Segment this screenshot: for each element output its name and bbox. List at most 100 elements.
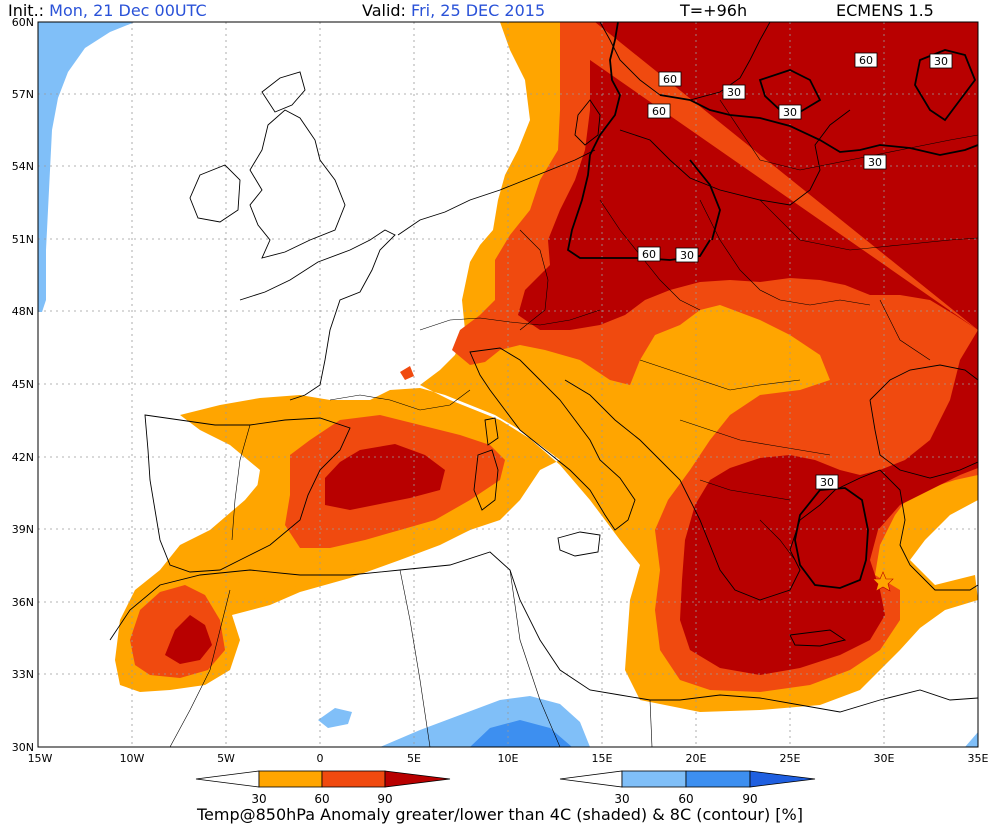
- contour-label: 60: [854, 52, 878, 68]
- valid-label: Valid:: [362, 1, 406, 20]
- warm-area-90-morocco: [165, 615, 212, 664]
- contour-label: 60: [658, 71, 682, 87]
- cold-area-atlantic: [38, 22, 135, 312]
- legend-warm-tick: 90: [377, 792, 392, 806]
- contour-line-3: [758, 69, 822, 113]
- contour-line-5: [794, 487, 869, 589]
- legend-warm-30: [258, 770, 323, 788]
- lat-label: 60N: [12, 16, 34, 29]
- svg-text:60: 60: [663, 73, 677, 86]
- legend-cold-low: [559, 770, 623, 788]
- svg-text:30: 30: [820, 476, 834, 489]
- legend-cold-30: [621, 770, 687, 788]
- svg-text:30: 30: [783, 106, 797, 119]
- coast-crete: [789, 629, 847, 647]
- legend-warm-tick: 30: [251, 792, 266, 806]
- contour-label: 60: [637, 246, 661, 262]
- coast-denmark: [574, 99, 601, 146]
- contour-label: 30: [929, 53, 953, 69]
- legend-cold-tick: 90: [742, 792, 757, 806]
- lat-label: 30N: [12, 741, 34, 754]
- coast-britain: [249, 109, 346, 259]
- legend-warm-90: [384, 770, 451, 788]
- lat-axis: 60N 57N 54N 51N 48N 45N 42N 39N 36N 33N …: [12, 16, 34, 754]
- coast-black-sea: [869, 364, 978, 479]
- contour-line-6: [689, 159, 721, 241]
- contour-label: 30: [863, 154, 887, 170]
- lat-label: 48N: [12, 305, 34, 318]
- map-caption: Temp@850hPa Anomaly greater/lower than 4…: [196, 805, 803, 824]
- coast-france-west: [239, 229, 396, 401]
- svg-text:30: 30: [868, 156, 882, 169]
- svg-text:30: 30: [934, 55, 948, 68]
- coast-baltic: [619, 109, 851, 206]
- contour-label: 30: [675, 247, 699, 263]
- warm-area-90: [518, 22, 978, 675]
- cold-area-east: [965, 732, 978, 747]
- cold-shading: [38, 22, 978, 747]
- legend-warm-tick: 60: [314, 792, 329, 806]
- lon-label: 15E: [592, 752, 613, 765]
- lon-label: 5W: [217, 752, 235, 765]
- lon-axis: 15W 10W 5W 0 5E 10E 15E 20E 25E 30E 35E: [28, 752, 989, 765]
- svg-text:60: 60: [642, 248, 656, 261]
- init-time: Init.: Mon, 21 Dec 00UTC: [8, 0, 207, 22]
- svg-text:60: 60: [652, 105, 666, 118]
- lat-label: 45N: [12, 378, 34, 391]
- map-area: 60 30 60 30 30 60 30 60 30 30: [38, 22, 978, 747]
- lon-label: 15W: [28, 752, 53, 765]
- lon-label: 10W: [120, 752, 145, 765]
- lon-label: 35E: [968, 752, 989, 765]
- coast-corsica: [484, 417, 499, 446]
- contour-label: 30: [815, 474, 839, 490]
- contour-labels: 60 30 60 30 30 60 30 60 30 30: [637, 52, 953, 490]
- lat-label: 42N: [12, 451, 34, 464]
- svg-text:60: 60: [859, 54, 873, 67]
- coast-sardinia: [473, 449, 499, 511]
- legend-cold-tick: 60: [678, 792, 693, 806]
- coast-balkans: [564, 379, 881, 601]
- legend-warm-60: [321, 770, 386, 788]
- lat-label: 36N: [12, 596, 34, 609]
- legend-cold-60: [685, 770, 751, 788]
- legend-warm: 30 60 90: [195, 770, 451, 806]
- lat-label: 57N: [12, 88, 34, 101]
- model-name: ECMENS 1.5: [836, 1, 934, 20]
- legend-warm-low: [195, 770, 260, 788]
- lat-label: 39N: [12, 523, 34, 536]
- coast-sicily: [557, 531, 601, 557]
- lon-label: 10E: [498, 752, 519, 765]
- map-frame: [37, 21, 979, 748]
- svg-text:30: 30: [727, 86, 741, 99]
- warm-area-90-spain: [325, 444, 445, 510]
- forecast-step: T=+96h: [680, 1, 748, 20]
- coast-north-sea: [397, 149, 596, 236]
- lat-label: 54N: [12, 160, 34, 173]
- coast-north-africa: [109, 551, 978, 713]
- legend-cold-90: [749, 770, 816, 788]
- lat-label: 51N: [12, 233, 34, 246]
- coast-ireland: [189, 164, 241, 223]
- valid-time: Valid: Fri, 25 DEC 2015: [362, 0, 545, 22]
- valid-value: Fri, 25 DEC 2015: [411, 1, 546, 20]
- legend-cold: 30 60 90: [559, 770, 816, 806]
- init-value: Mon, 21 Dec 00UTC: [49, 1, 207, 20]
- lon-label: 0: [317, 752, 324, 765]
- country-borders: [169, 99, 978, 747]
- star-marker: [872, 571, 894, 592]
- lon-label: 30E: [874, 752, 895, 765]
- contour-line-4: [914, 49, 977, 122]
- graticule: [38, 22, 978, 747]
- coastlines: [109, 22, 978, 713]
- warm-area-60-italy-spot: [400, 366, 414, 380]
- legend-cold-tick: 30: [614, 792, 629, 806]
- contour-label: 30: [778, 104, 802, 120]
- coast-turkey: [879, 469, 978, 591]
- coast-scotland: [261, 71, 306, 113]
- coast-italy: [469, 347, 636, 531]
- coast-iberia: [144, 414, 351, 573]
- contour-label: 60: [647, 103, 671, 119]
- lat-label: 33N: [12, 668, 34, 681]
- contour-label: 30: [722, 84, 746, 100]
